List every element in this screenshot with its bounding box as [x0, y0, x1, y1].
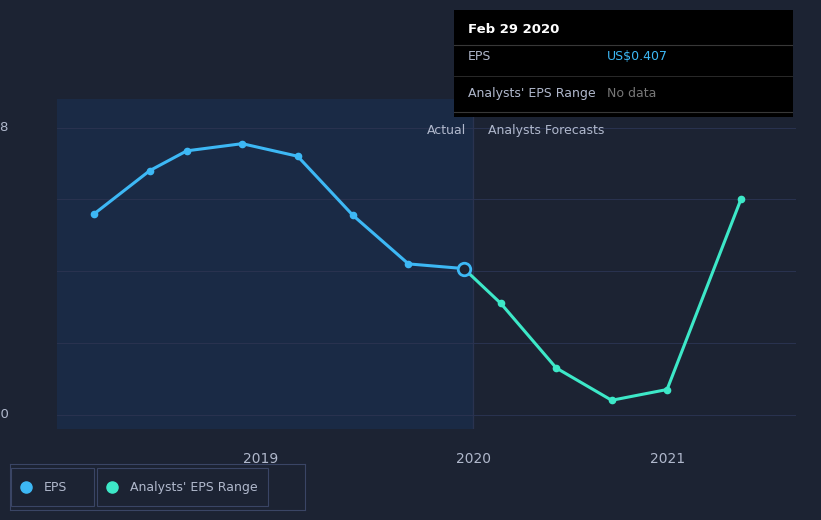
Text: Analysts' EPS Range: Analysts' EPS Range: [468, 87, 595, 100]
Text: Analysts Forecasts: Analysts Forecasts: [488, 124, 604, 137]
FancyBboxPatch shape: [11, 468, 94, 506]
Text: 2019: 2019: [243, 452, 278, 466]
Text: 2021: 2021: [649, 452, 685, 466]
Text: US$0: US$0: [0, 408, 10, 421]
Text: 2020: 2020: [456, 452, 491, 466]
Bar: [57, 99, 473, 429]
Text: US$0.8: US$0.8: [0, 121, 10, 134]
Text: Actual: Actual: [426, 124, 466, 137]
Text: Analysts' EPS Range: Analysts' EPS Range: [130, 480, 257, 494]
Text: US$0.407: US$0.407: [607, 50, 667, 63]
Text: EPS: EPS: [44, 480, 67, 494]
Text: No data: No data: [607, 87, 656, 100]
Text: Feb 29 2020: Feb 29 2020: [468, 23, 559, 36]
FancyBboxPatch shape: [97, 468, 268, 506]
Text: EPS: EPS: [468, 50, 491, 63]
